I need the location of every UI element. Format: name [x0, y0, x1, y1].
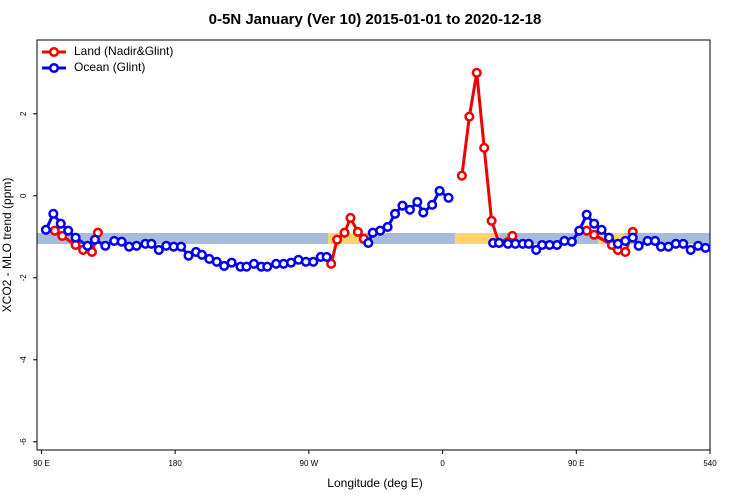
legend-marker [48, 46, 60, 58]
data-point [55, 218, 66, 229]
data-point [589, 218, 600, 229]
data-point [551, 239, 563, 251]
data-point [649, 235, 661, 246]
data-point [183, 250, 194, 261]
data-point [63, 225, 74, 236]
data-point [57, 230, 68, 242]
data-point [116, 236, 127, 247]
data-point [70, 232, 81, 243]
x-tick-label: 540 [703, 459, 717, 468]
plot-frame [36, 39, 711, 451]
data-point [486, 215, 497, 226]
data-point [48, 208, 59, 219]
data-point [211, 256, 222, 267]
data-point [131, 240, 142, 251]
data-point [412, 196, 423, 207]
data-point [153, 244, 164, 255]
legend-label: Land (Nadir&Glint) [74, 44, 173, 58]
chart-title: 0-5N January (Ver 10) 2015-01-01 to 2020… [209, 11, 542, 28]
data-point [434, 185, 445, 196]
data-point [633, 240, 644, 251]
y-axis-title: XCO2 - MLO trend (ppm) [0, 178, 14, 313]
y-tick-label: 0 [19, 193, 28, 198]
data-point [363, 237, 374, 248]
x-tick-label: 180 [168, 459, 182, 468]
y-tick-label: -2 [19, 274, 28, 282]
data-point [471, 67, 482, 78]
data-point [40, 224, 51, 235]
data-point [603, 232, 615, 243]
data-point [456, 170, 467, 181]
x-tick-label: 90 E [33, 459, 49, 468]
x-tick-label: 0 [440, 459, 445, 468]
data-point [574, 225, 585, 236]
data-point [375, 225, 386, 236]
data-point [443, 192, 454, 203]
data-point [427, 199, 438, 210]
data-point [581, 209, 592, 220]
data-point [146, 238, 157, 249]
data-point [89, 234, 100, 245]
data-point [196, 249, 207, 260]
land-band [328, 233, 360, 244]
data-point [262, 261, 273, 272]
data-point [620, 246, 631, 258]
y-tick-label: -6 [19, 438, 28, 446]
y-tick-label: -4 [19, 356, 28, 364]
data-point [493, 237, 505, 248]
data-point [678, 238, 689, 249]
data-point [464, 111, 475, 122]
data-point [382, 221, 393, 233]
x-axis-title: Longitude (deg E) [327, 476, 422, 490]
data-point [627, 232, 638, 243]
ocean-band [37, 233, 710, 244]
data-point [100, 240, 111, 251]
data-point [479, 142, 490, 153]
y-tick-label: 2 [19, 111, 28, 116]
x-tick-label: 90 E [568, 459, 584, 468]
x-tick-label: 90 W [300, 459, 319, 468]
data-point [345, 212, 356, 223]
data-point [507, 230, 518, 242]
data-point [685, 244, 696, 255]
data-point [389, 208, 401, 219]
data-point [418, 207, 429, 218]
data-point [589, 229, 600, 240]
data-point [566, 236, 577, 247]
data-point [326, 258, 337, 269]
data-point [700, 242, 711, 253]
data-point [339, 227, 350, 238]
data-point [596, 224, 607, 235]
data-point [523, 238, 534, 249]
data-point [226, 257, 237, 268]
data-point [352, 226, 363, 237]
data-point [404, 204, 415, 215]
data-point [321, 251, 332, 262]
data-point [308, 256, 319, 267]
legend-label: Ocean (Glint) [74, 60, 145, 74]
data-point [176, 241, 187, 252]
data-point [82, 240, 93, 251]
legend-marker [48, 62, 60, 74]
data-point [332, 234, 343, 245]
land-band [455, 233, 500, 244]
data-point [49, 225, 60, 236]
data-point [397, 200, 408, 211]
